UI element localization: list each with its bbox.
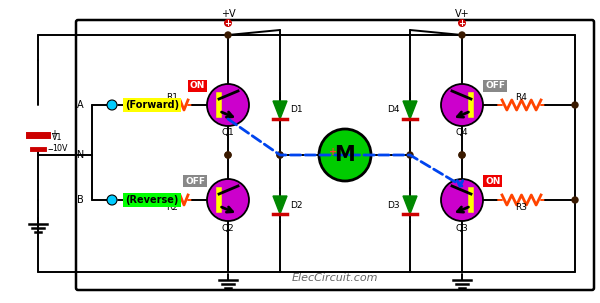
Circle shape xyxy=(441,84,483,126)
Text: OFF: OFF xyxy=(485,82,505,91)
Circle shape xyxy=(107,100,117,110)
Text: R3: R3 xyxy=(515,204,527,212)
Text: +: + xyxy=(329,147,337,157)
Circle shape xyxy=(107,195,117,205)
Circle shape xyxy=(207,84,249,126)
Circle shape xyxy=(319,129,371,181)
Circle shape xyxy=(225,32,231,38)
Text: V1
10V: V1 10V xyxy=(52,133,67,153)
Text: V+: V+ xyxy=(455,9,469,19)
Circle shape xyxy=(225,152,231,158)
Text: +: + xyxy=(458,18,466,28)
Text: (Reverse): (Reverse) xyxy=(125,195,179,205)
Text: ElecCircuit.com: ElecCircuit.com xyxy=(292,273,378,283)
Text: Q2: Q2 xyxy=(221,224,235,232)
Text: D2: D2 xyxy=(290,201,302,209)
Polygon shape xyxy=(403,101,417,119)
Text: D3: D3 xyxy=(388,201,400,209)
Circle shape xyxy=(441,179,483,221)
Text: R4: R4 xyxy=(515,92,527,102)
Circle shape xyxy=(459,32,465,38)
Text: R1: R1 xyxy=(166,92,178,102)
Text: Q4: Q4 xyxy=(455,128,469,138)
Circle shape xyxy=(277,152,283,158)
Polygon shape xyxy=(403,196,417,214)
Text: ON: ON xyxy=(190,82,205,91)
Circle shape xyxy=(572,197,578,203)
Circle shape xyxy=(572,102,578,108)
Circle shape xyxy=(459,152,465,158)
Circle shape xyxy=(224,19,232,27)
Text: B: B xyxy=(77,195,84,205)
Circle shape xyxy=(407,152,413,158)
Text: Q3: Q3 xyxy=(455,224,469,232)
Circle shape xyxy=(458,19,466,27)
Text: +V: +V xyxy=(221,9,235,19)
Text: D1: D1 xyxy=(290,105,302,115)
Polygon shape xyxy=(273,101,287,119)
Text: M: M xyxy=(335,145,355,165)
Text: R2: R2 xyxy=(166,204,178,212)
Text: +: + xyxy=(50,129,58,139)
Text: Q1: Q1 xyxy=(221,128,235,138)
Circle shape xyxy=(225,152,231,158)
Text: A: A xyxy=(77,100,84,110)
Text: (Forward): (Forward) xyxy=(125,100,179,110)
Circle shape xyxy=(277,152,283,158)
Text: D4: D4 xyxy=(388,105,400,115)
Text: IN: IN xyxy=(74,150,84,160)
Circle shape xyxy=(459,152,465,158)
Text: OFF: OFF xyxy=(185,177,205,185)
Text: –: – xyxy=(47,144,53,154)
Text: ON: ON xyxy=(485,177,500,185)
Text: +: + xyxy=(224,18,232,28)
Circle shape xyxy=(207,179,249,221)
Polygon shape xyxy=(273,196,287,214)
